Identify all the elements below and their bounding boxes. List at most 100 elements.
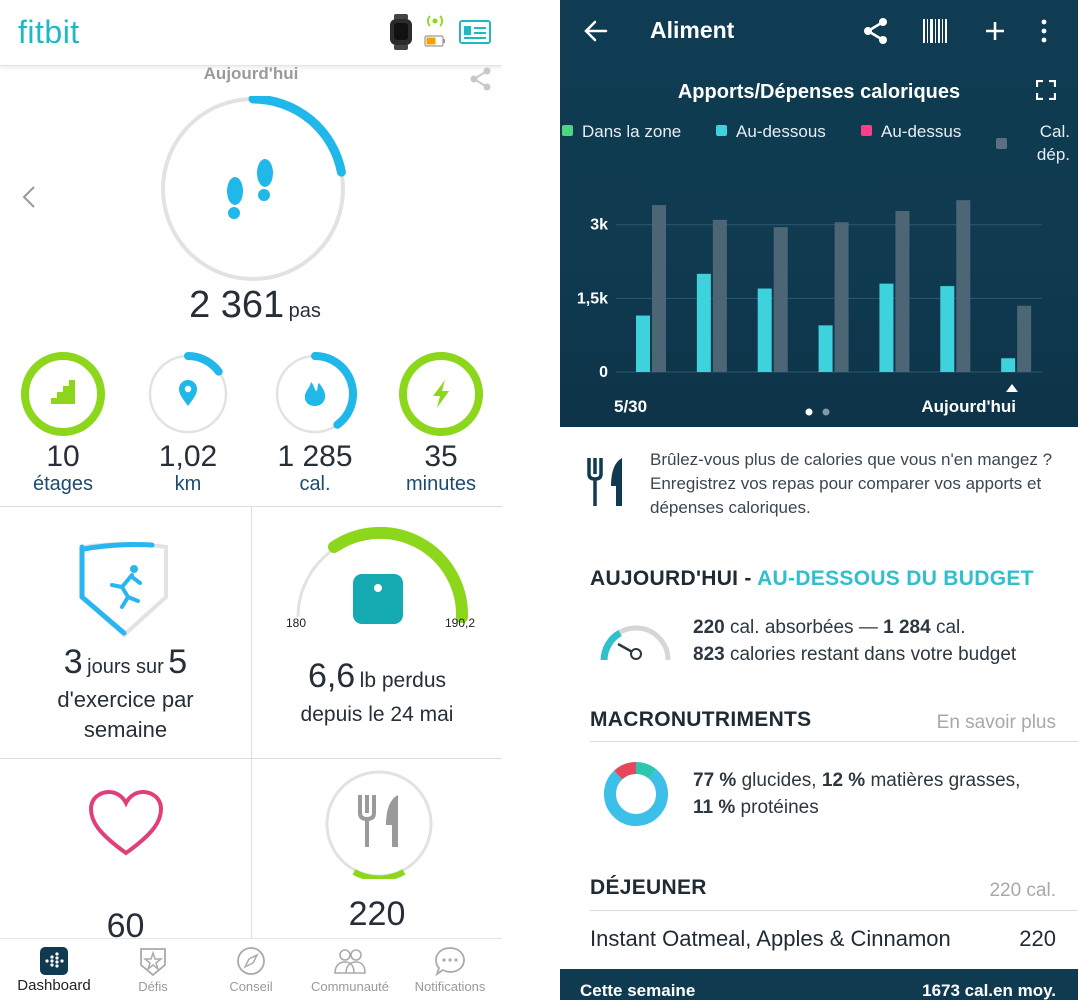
macro-line-1: 77 % glucides, 12 % matières grasses, <box>693 770 1021 791</box>
learn-more-link[interactable]: En savoir plus <box>936 712 1056 733</box>
fitbit-logo: fitbit <box>18 14 80 50</box>
lunch-heading: DÉJEUNER <box>590 876 707 899</box>
calorie-budget-gauge <box>600 625 671 661</box>
tile-divider <box>251 506 252 938</box>
stat-progress-ring <box>148 352 228 434</box>
chart-panel: Aliment Apports/Dépenses caloriques Dans… <box>560 0 1078 427</box>
stat-cal[interactable]: 1 285 cal. <box>255 348 375 498</box>
nav-compass[interactable]: Conseil <box>201 939 301 1000</box>
intro-text: Brûlez-vous plus de calories que vous n'… <box>650 450 1053 517</box>
food-tile[interactable]: 220 <box>252 759 502 938</box>
location-pin-icon <box>179 380 197 406</box>
bar-calories-burned[interactable] <box>834 222 849 372</box>
bar-calories-burned[interactable] <box>895 210 910 372</box>
previous-day-chevron-icon[interactable] <box>20 184 38 210</box>
stat-minutes[interactable]: 35 minutes <box>381 348 501 498</box>
weekly-label: Cette semaine <box>580 981 696 1000</box>
bar-below-budget[interactable] <box>696 273 711 372</box>
barcode-icon[interactable] <box>922 18 948 44</box>
bar-calories-burned[interactable] <box>773 227 788 372</box>
macronutrient-donut <box>604 762 668 826</box>
weight-gauge-min: 180 <box>286 616 307 630</box>
calories-remaining: 823 calories restant dans votre budget <box>693 644 1017 665</box>
stat-étages[interactable]: 10 étages <box>3 348 123 498</box>
profile-card-icon[interactable] <box>459 20 491 44</box>
stat-value: 35 <box>424 440 458 473</box>
nav-label: Communauté <box>310 979 390 994</box>
exercise-days-goal: 5 <box>168 643 188 681</box>
heart-rate-tile[interactable]: 60 <box>0 759 251 938</box>
macro-slice <box>604 769 668 826</box>
resting-heart-rate: 60 <box>106 907 145 938</box>
back-arrow-icon[interactable] <box>584 20 608 42</box>
stat-label: minutes <box>405 473 477 495</box>
calorie-bar-chart[interactable]: 3k 1,5k 0 5/30 Aujourd'hui <box>560 190 1078 427</box>
weekly-summary-bar[interactable]: Cette semaine 1673 cal.en moy. <box>560 969 1078 1000</box>
nav-community[interactable]: Communauté <box>300 939 400 1000</box>
bar-below-budget[interactable] <box>757 288 772 372</box>
tracker-watch-icon[interactable] <box>386 14 418 50</box>
app-header: fitbit <box>0 0 502 66</box>
food-calories-value: 220 <box>348 895 406 933</box>
share-icon[interactable] <box>862 17 890 45</box>
legend-swatch <box>861 125 872 136</box>
nav-label: Défis <box>138 979 168 994</box>
bar-calories-burned[interactable] <box>956 200 971 372</box>
page-dot-active[interactable] <box>805 408 813 416</box>
bar-below-budget[interactable] <box>1001 358 1016 372</box>
add-icon[interactable] <box>984 20 1006 42</box>
x-label-start: 5/30 <box>614 397 647 416</box>
page-dot[interactable] <box>822 408 830 416</box>
stat-value: 10 <box>46 440 80 473</box>
share-icon[interactable] <box>468 66 494 92</box>
stat-label: cal. <box>299 473 331 495</box>
nav-label: Dashboard <box>17 977 91 994</box>
lunch-total: 220 cal. <box>989 880 1056 901</box>
bar-below-budget[interactable] <box>636 315 650 372</box>
screen-gap <box>502 0 560 1000</box>
more-options-icon[interactable] <box>1040 19 1048 43</box>
flame-icon <box>304 382 326 406</box>
sync-battery-icon <box>424 15 445 47</box>
challenge-star-icon <box>140 948 166 977</box>
bar-calories-burned[interactable] <box>652 205 666 372</box>
nav-dashboard[interactable]: Dashboard <box>4 939 104 1000</box>
food-item-name[interactable]: Instant Oatmeal, Apples & Cinnamon <box>590 926 951 951</box>
budget-status: AU-DESSOUS DU BUDGET <box>757 567 1034 590</box>
nav-chat-bubble[interactable]: Notifications <box>400 939 500 1000</box>
section-divider <box>590 741 1078 742</box>
chat-bubble-icon <box>435 947 465 977</box>
stat-value: 1,02 <box>158 440 218 473</box>
fork-knife-icon <box>358 795 398 847</box>
exercise-days-done: 3 <box>63 643 83 681</box>
fitbit-dashboard-screen: fitbit Aujourd'hui <box>0 0 502 1000</box>
dashboard-icon <box>40 947 68 975</box>
nav-label: Notifications <box>414 979 486 994</box>
food-screen: Aliment Apports/Dépenses caloriques Dans… <box>560 0 1078 1000</box>
compass-icon <box>237 947 265 975</box>
exercise-shield-icon <box>79 542 168 638</box>
macros-heading: MACRONUTRIMENTS <box>590 708 812 731</box>
weight-lost-value: 6,6 <box>307 657 356 695</box>
lightning-icon <box>433 380 449 408</box>
chart-title: Apports/Dépenses caloriques <box>677 81 961 103</box>
bar-below-budget[interactable] <box>818 325 833 372</box>
exercise-tile[interactable]: 3 jours sur 5 d'exercice par semaine <box>0 507 251 758</box>
section-divider <box>590 910 1078 911</box>
bar-below-budget[interactable] <box>940 286 955 372</box>
legend-calories-burned: Cal. dép. <box>1036 122 1070 164</box>
nav-challenge-star[interactable]: Défis <box>103 939 203 1000</box>
bar-calories-burned[interactable] <box>1017 305 1032 372</box>
scale-icon <box>353 574 403 624</box>
fullscreen-icon[interactable] <box>1036 80 1056 100</box>
weight-tile[interactable]: 180 190,2 6,6 lb perdus depuis le 24 mai <box>252 507 502 758</box>
footsteps-icon <box>227 159 273 219</box>
bar-below-budget[interactable] <box>879 283 894 372</box>
bar-calories-burned[interactable] <box>712 219 727 372</box>
legend-swatch <box>716 125 727 136</box>
steps-progress-ring[interactable] <box>160 96 350 286</box>
stat-km[interactable]: 1,02 km <box>128 348 248 498</box>
macro-line-2: 11 % protéines <box>693 797 819 818</box>
legend-swatch <box>996 137 1016 155</box>
fork-knife-icon <box>587 458 622 506</box>
